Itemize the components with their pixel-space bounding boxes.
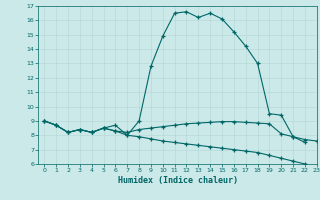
X-axis label: Humidex (Indice chaleur): Humidex (Indice chaleur)	[118, 176, 238, 185]
